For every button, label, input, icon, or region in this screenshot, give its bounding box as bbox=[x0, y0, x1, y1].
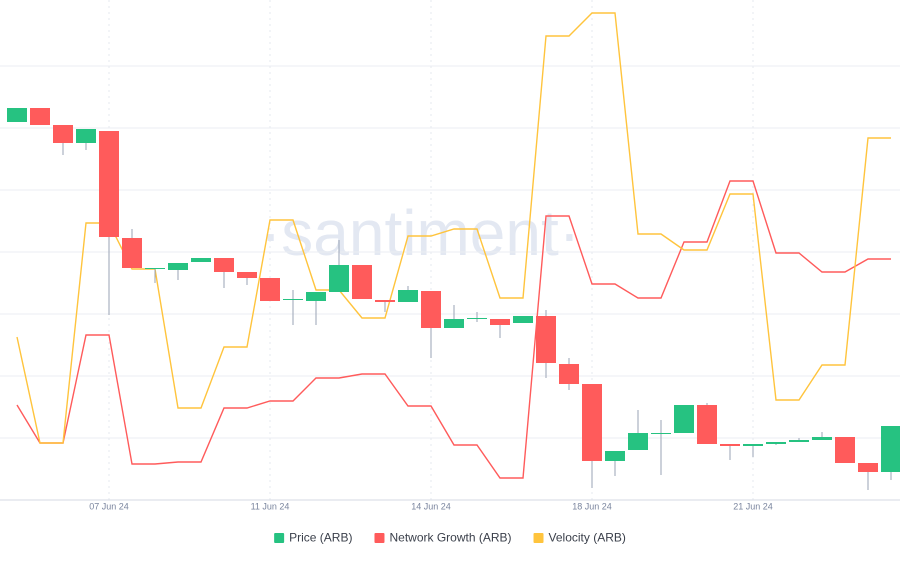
legend-item: Price (ARB) bbox=[274, 531, 352, 545]
candle-body bbox=[421, 291, 441, 328]
x-tick-label: 18 Jun 24 bbox=[572, 501, 612, 511]
candle-body bbox=[490, 319, 510, 325]
x-tick-label: 07 Jun 24 bbox=[89, 501, 129, 511]
legend-item: Velocity (ARB) bbox=[533, 531, 626, 545]
candle-body bbox=[513, 316, 533, 323]
candle-body bbox=[53, 125, 73, 143]
x-tick-label: 11 Jun 24 bbox=[251, 501, 290, 511]
candle-body bbox=[145, 268, 165, 269]
candle-body bbox=[191, 258, 211, 262]
candle-body bbox=[329, 265, 349, 292]
candle-body bbox=[697, 405, 717, 444]
candle-body bbox=[536, 316, 556, 363]
series-line bbox=[16, 12, 891, 444]
candle-body bbox=[7, 108, 27, 122]
legend-item: Network Growth (ARB) bbox=[374, 531, 512, 545]
series-line bbox=[16, 180, 891, 479]
candle-body bbox=[743, 444, 763, 446]
candle-body bbox=[467, 318, 487, 319]
legend-swatch bbox=[374, 533, 385, 543]
candle-body bbox=[720, 444, 740, 446]
candle-body bbox=[76, 129, 96, 143]
candle-body bbox=[628, 433, 648, 450]
watermark: ·santiment· bbox=[260, 197, 580, 269]
candle-body bbox=[168, 263, 188, 270]
legend-label: Price (ARB) bbox=[289, 531, 352, 545]
candle-body bbox=[398, 290, 418, 302]
candle-body bbox=[835, 437, 855, 463]
x-tick-label: 14 Jun 24 bbox=[411, 501, 451, 511]
candle-body bbox=[283, 299, 303, 300]
candle-body bbox=[812, 437, 832, 440]
candle-body bbox=[444, 319, 464, 328]
legend-label: Network Growth (ARB) bbox=[389, 531, 511, 545]
candle-body bbox=[881, 426, 900, 472]
candle-body bbox=[352, 265, 372, 299]
candle-body bbox=[306, 292, 326, 301]
candle-body bbox=[30, 108, 50, 125]
legend-swatch bbox=[533, 533, 544, 543]
candle-body bbox=[99, 131, 119, 237]
candle-body bbox=[766, 442, 786, 444]
legend: Price (ARB) Network Growth (ARB) Velocity … bbox=[274, 531, 626, 545]
legend-swatch bbox=[274, 533, 285, 543]
candle-body bbox=[674, 405, 694, 433]
candle-body bbox=[375, 300, 395, 302]
candle-body bbox=[582, 384, 602, 461]
candle-body bbox=[789, 440, 809, 442]
candle-body bbox=[122, 238, 142, 268]
legend-label: Velocity (ARB) bbox=[549, 531, 626, 545]
candle-body bbox=[260, 278, 280, 301]
candle-body bbox=[559, 364, 579, 384]
candle-body bbox=[605, 451, 625, 461]
candle-body bbox=[858, 463, 878, 472]
candle-body bbox=[651, 433, 671, 434]
candle-body bbox=[214, 258, 234, 272]
x-tick-label: 21 Jun 24 bbox=[733, 501, 773, 511]
candle-body bbox=[237, 272, 257, 278]
